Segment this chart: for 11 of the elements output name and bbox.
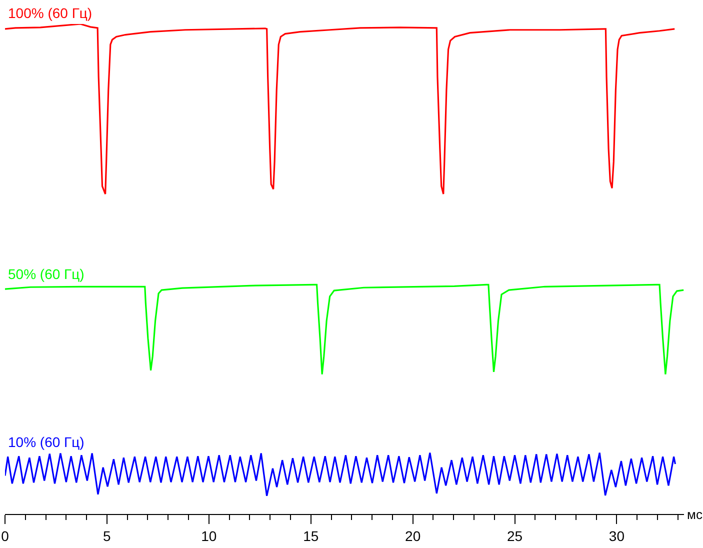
x-tick-label: 0 [1,528,10,544]
x-tick-label: 15 [303,528,319,544]
x-tick-label: 20 [405,528,421,544]
series-label: 10% (60 Гц) [8,434,84,450]
x-axis-title: мс [687,507,703,522]
series-label: 100% (60 Гц) [8,5,92,21]
x-tick-label: 10 [201,528,217,544]
x-tick-label: 25 [506,528,523,544]
series-label: 50% (60 Гц) [8,266,84,282]
x-tick-label: 5 [103,528,112,544]
x-tick-label: 30 [608,528,625,544]
